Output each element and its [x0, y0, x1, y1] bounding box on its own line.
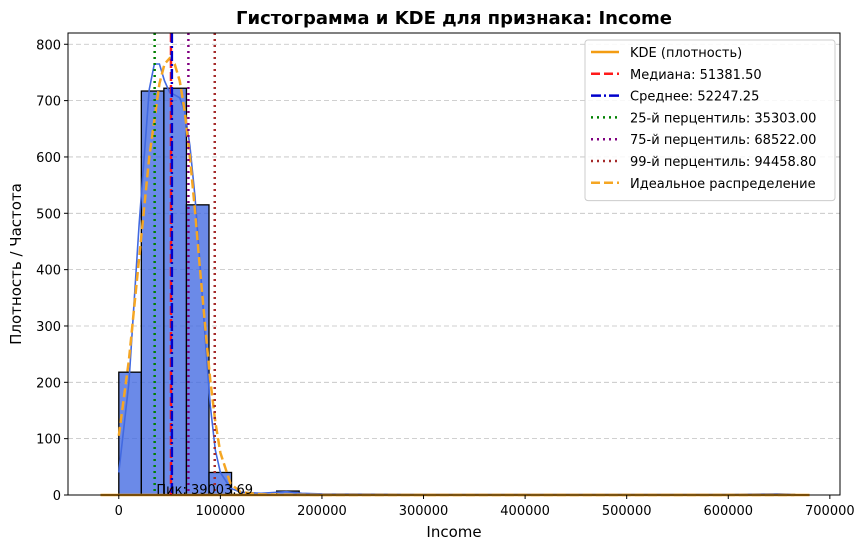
x-tick-label: 0 [115, 504, 123, 519]
histogram-bar [118, 371, 142, 496]
x-tick-label: 400000 [500, 504, 550, 519]
vertical-lines [153, 33, 216, 495]
legend-label: 75-й перцентиль: 68522.00 [630, 133, 816, 148]
x-tick-label: 700000 [805, 504, 855, 519]
x-axis-ticks: 0 100000 200000 300000 400000 500000 600000 700… [115, 495, 855, 519]
y-tick-label: 100 [36, 433, 61, 448]
annotations: Пик: 39003.69 [156, 483, 253, 498]
legend-box [584, 39, 836, 202]
y-tick-label: 700 [36, 95, 61, 110]
y-tick-label: 400 [36, 264, 61, 279]
y-axis-title: Плотность / Частота [7, 183, 25, 345]
x-axis-title: Income [426, 523, 481, 541]
y-tick-label: 300 [36, 320, 61, 335]
chart-title: Гистограмма и KDE для признака: Income [236, 8, 672, 29]
x-tick-label: 300000 [399, 504, 449, 519]
x-tick-label: 200000 [297, 504, 347, 519]
legend-label: 99-й перцентиль: 94458.80 [630, 155, 816, 170]
legend: KDE (плотность) Медиана: 51381.50 Среднее:… [584, 39, 836, 202]
x-tick-label: 500000 [602, 504, 652, 519]
x-tick-label: 600000 [703, 504, 753, 519]
legend-label: 25-й перцентиль: 35303.00 [630, 111, 816, 126]
plot-frame [67, 32, 841, 496]
x-tick-label: 100000 [196, 504, 246, 519]
legend-label: KDE (плотность) [630, 46, 742, 61]
legend-label: Идеальное распределение [630, 177, 816, 192]
y-tick-label: 800 [36, 38, 61, 53]
legend-label: Медиана: 51381.50 [630, 68, 762, 83]
y-tick-label: 500 [36, 207, 61, 222]
y-axis-ticks: 0 100 200 300 400 500 600 700 800 [36, 38, 68, 504]
histogram-bar [163, 87, 188, 496]
y-tick-label: 600 [36, 151, 61, 166]
y-tick-label: 200 [36, 376, 61, 391]
legend-label: Среднее: 52247.25 [630, 90, 759, 105]
y-tick-label: 0 [53, 489, 61, 504]
annotation-label: Пик: 39003.69 [156, 483, 253, 498]
